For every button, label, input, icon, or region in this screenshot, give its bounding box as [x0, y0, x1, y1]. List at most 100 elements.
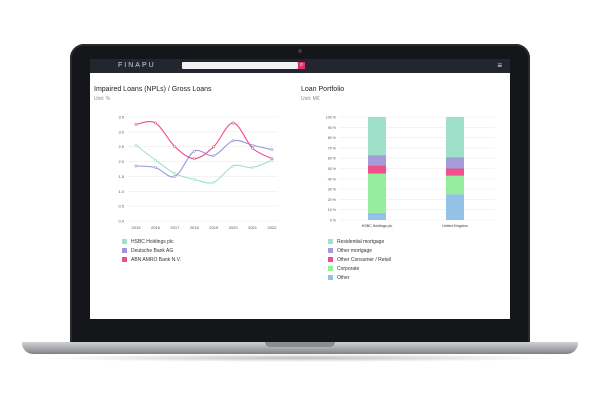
- bar-segment: [446, 168, 464, 176]
- npl-line-chart: 0.0 0.5 1.0 1.5 2.0 2.5 3.0 3.5 2015 2016 2017 2018…: [118, 115, 278, 230]
- y-tick-label: 1.5: [118, 174, 124, 179]
- data-point: [134, 123, 138, 126]
- x-tick-label: 2017: [170, 225, 180, 230]
- x-tick-label: United Kingdom: [442, 224, 468, 228]
- data-point: [192, 157, 196, 161]
- y-tick-label: 1.0: [118, 189, 124, 194]
- y-tick-label: 2.5: [118, 144, 124, 149]
- legend-label: HSBC Holdings plc: [131, 238, 174, 245]
- legend-item[interactable]: Other mortgage: [328, 246, 391, 255]
- data-point: [192, 178, 196, 181]
- bar-segment: [446, 157, 464, 169]
- data-point: [212, 154, 216, 158]
- search-icon: ⌕: [299, 62, 304, 68]
- y-tick-label: 20 %: [328, 198, 337, 202]
- legend-label: Other Consumer / Retail: [337, 256, 391, 263]
- npl-chart-legend: HSBC Holdings plc Deutsche Bank AG ABN AMR…: [122, 237, 181, 264]
- loan-portfolio-bar-chart: 0 % 10 % 20 % 30 % 40 % 50 % 60 % 70 % 80 % 90 % 1…: [326, 116, 495, 228]
- camera-icon: [298, 49, 302, 53]
- bar-segment: [368, 173, 386, 213]
- x-tick-label: 2018: [190, 225, 200, 230]
- legend-item[interactable]: Deutsche Bank AG: [122, 246, 181, 255]
- data-point: [212, 180, 216, 184]
- loan-portfolio-unit: Unit: M€: [301, 96, 320, 102]
- laptop-shadow: [40, 354, 560, 362]
- series-line: [135, 144, 273, 184]
- data-point: [231, 139, 235, 143]
- y-tick-label: 30 %: [328, 188, 337, 192]
- y-tick-label: 0 %: [330, 219, 337, 223]
- bar-segment: [446, 117, 464, 158]
- data-point: [134, 164, 138, 168]
- legend-item[interactable]: Other Consumer / Retail: [328, 255, 391, 264]
- y-tick-label: 40 %: [328, 177, 337, 181]
- bar-segment: [368, 165, 386, 174]
- y-tick-label: 0.5: [118, 204, 124, 209]
- data-point: [251, 166, 254, 169]
- npl-chart-unit: Unit: %: [94, 96, 111, 102]
- legend-swatch: [122, 239, 127, 244]
- x-tick-label: 2022: [268, 225, 278, 230]
- data-point: [154, 121, 157, 125]
- bar-segment: [368, 155, 386, 166]
- app-header: FINAPU ⌕ ≡: [90, 59, 510, 73]
- data-point: [231, 121, 235, 125]
- legend-label: Other mortgage: [337, 247, 373, 254]
- x-tick-label: HSBC Holdings plc: [362, 224, 393, 228]
- legend-item[interactable]: Other: [328, 273, 391, 282]
- legend-swatch: [328, 257, 333, 262]
- legend-label: Residential mortgage: [337, 238, 385, 245]
- laptop-lid: FINAPU ⌕ ≡ Impaired Loans (NPLs) / Gross…: [70, 44, 530, 344]
- legend-label: Other: [337, 274, 350, 281]
- bar-segment: [368, 117, 386, 156]
- hamburger-menu-icon[interactable]: ≡: [497, 61, 502, 70]
- legend-swatch: [328, 248, 333, 253]
- y-tick-label: 3.5: [118, 115, 124, 120]
- x-tick-label: 2016: [151, 225, 161, 230]
- legend-item[interactable]: HSBC Holdings plc: [122, 237, 181, 246]
- data-point: [173, 175, 177, 178]
- legend-swatch: [122, 257, 127, 262]
- bar-segment: [368, 212, 386, 220]
- series-line: [135, 121, 273, 160]
- legend-item[interactable]: Corporate: [328, 264, 391, 273]
- y-tick-label: 2.0: [118, 159, 124, 164]
- y-tick-label: 3.0: [118, 129, 124, 134]
- y-tick-label: 90 %: [328, 126, 337, 130]
- data-point: [154, 158, 157, 162]
- bar-segment: [446, 175, 464, 195]
- y-tick-label: 60 %: [328, 157, 337, 161]
- npl-chart-title: Impaired Loans (NPLs) / Gross Loans: [94, 86, 212, 93]
- legend-label: Corporate: [337, 265, 360, 272]
- data-point: [154, 166, 157, 169]
- search-input[interactable]: [182, 62, 298, 69]
- data-point: [251, 146, 254, 150]
- x-tick-label: 2019: [209, 225, 219, 230]
- data-point: [270, 148, 274, 152]
- x-tick-label: 2021: [248, 225, 258, 230]
- y-tick-label: 10 %: [328, 208, 337, 212]
- y-tick-label: 80 %: [328, 136, 337, 140]
- bar-segment: [446, 194, 464, 220]
- data-point: [270, 157, 274, 161]
- app-logo[interactable]: FINAPU: [118, 62, 156, 69]
- laptop-base: [22, 342, 578, 354]
- legend-label: Deutsche Bank AG: [131, 247, 174, 254]
- data-point: [173, 145, 177, 149]
- loan-portfolio-title: Loan Portfolio: [301, 86, 345, 93]
- legend-swatch: [328, 266, 333, 271]
- series-line: [135, 139, 273, 178]
- search-button[interactable]: ⌕: [298, 62, 305, 69]
- legend-item[interactable]: Residential mortgage: [328, 237, 391, 246]
- laptop-screen: FINAPU ⌕ ≡ Impaired Loans (NPLs) / Gross…: [90, 59, 510, 319]
- legend-swatch: [328, 239, 333, 244]
- data-point: [173, 172, 177, 175]
- y-tick-label: 100 %: [326, 116, 337, 120]
- data-point: [212, 145, 216, 149]
- y-tick-label: 50 %: [328, 167, 337, 171]
- data-point: [251, 143, 254, 147]
- laptop-notch: [265, 342, 335, 347]
- legend-swatch: [328, 275, 333, 280]
- legend-item[interactable]: ABN AMRO Bank N.V.: [122, 255, 181, 264]
- x-tick-label: 2015: [132, 225, 142, 230]
